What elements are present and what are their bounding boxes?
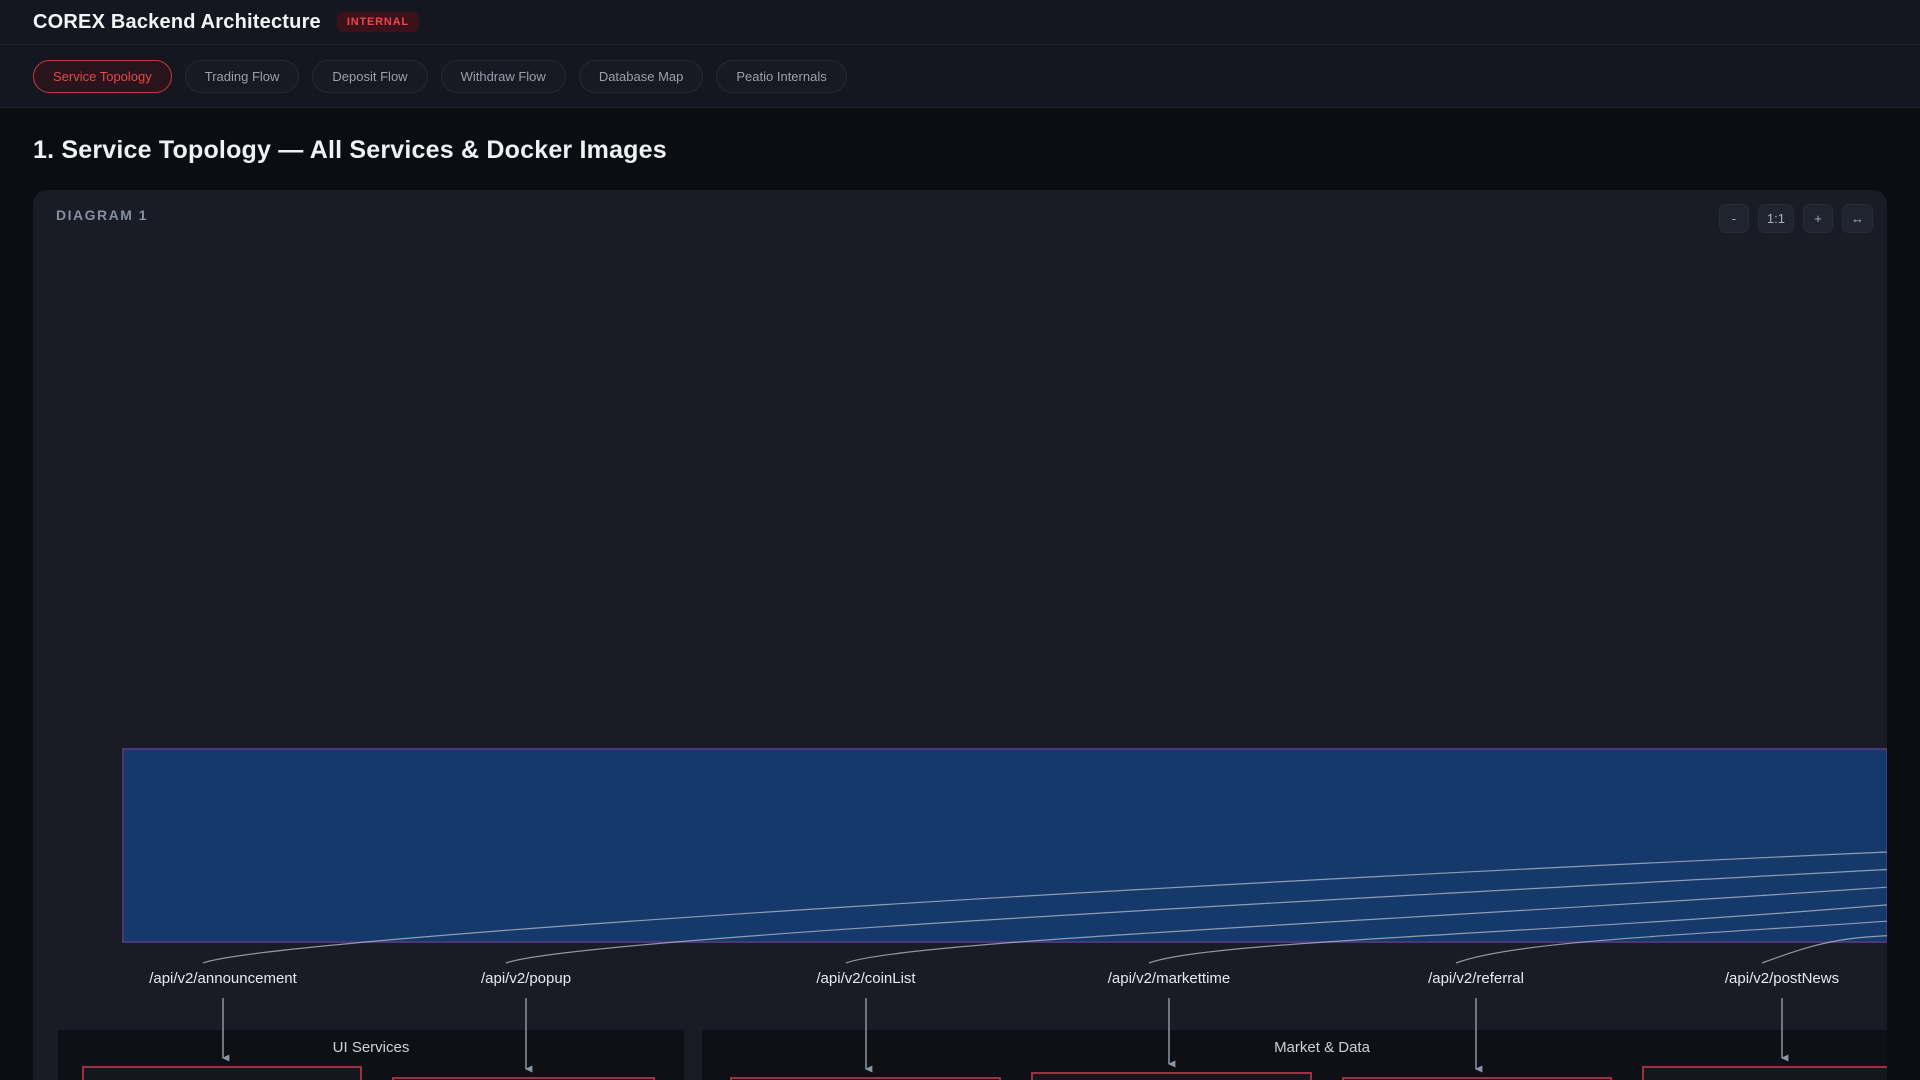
fit-width-button[interactable]: ↔ bbox=[1842, 204, 1873, 233]
app-header: COREX Backend Architecture INTERNAL bbox=[0, 0, 1920, 45]
node-markettime-service bbox=[1031, 1072, 1312, 1080]
diagram-panel-label: DIAGRAM 1 bbox=[56, 207, 149, 223]
tab-peatio-internals[interactable]: Peatio Internals bbox=[716, 59, 847, 93]
endpoint-label-referral: /api/v2/referral bbox=[1428, 970, 1524, 987]
diagram-edges bbox=[202, 851, 1887, 1073]
zoom-reset-button[interactable]: 1:1 bbox=[1757, 204, 1794, 233]
section-heading: 1. Service Topology — All Services & Doc… bbox=[33, 136, 667, 164]
node-referral-service bbox=[1342, 1077, 1612, 1080]
zoom-in-button[interactable]: + bbox=[1803, 204, 1833, 233]
tab-trading-flow[interactable]: Trading Flow bbox=[184, 59, 300, 93]
endpoint-label-markettime: /api/v2/markettime bbox=[1107, 970, 1231, 987]
diagram-controls: - 1:1 + ↔ bbox=[1718, 204, 1873, 233]
group-title-ui-services: UI Services bbox=[332, 1039, 410, 1056]
endpoint-label-announcement: /api/v2/announcement bbox=[149, 970, 297, 987]
diagram-panel[interactable]: DIAGRAM 1 - 1:1 + ↔ UI Services Market &… bbox=[33, 190, 1887, 1080]
node-announcement-service bbox=[82, 1066, 362, 1080]
group-title-market-data: Market & Data bbox=[1274, 1039, 1370, 1056]
zoom-out-button[interactable]: - bbox=[1718, 204, 1749, 233]
tab-bar: Service Topology Trading Flow Deposit Fl… bbox=[0, 45, 1920, 108]
diagram-blue-cluster bbox=[122, 748, 1887, 943]
tab-service-topology[interactable]: Service Topology bbox=[33, 59, 172, 93]
node-postnews-service bbox=[1642, 1066, 1887, 1080]
endpoint-label-popup: /api/v2/popup bbox=[480, 970, 572, 987]
node-coinlist-service bbox=[730, 1077, 1001, 1080]
tab-database-map[interactable]: Database Map bbox=[578, 59, 704, 93]
tab-withdraw-flow[interactable]: Withdraw Flow bbox=[440, 59, 566, 93]
endpoint-label-coinlist: /api/v2/coinList bbox=[816, 970, 916, 987]
app-title: COREX Backend Architecture bbox=[33, 10, 321, 33]
endpoint-label-postnews: /api/v2/postNews bbox=[1724, 970, 1840, 987]
internal-status-badge: INTERNAL bbox=[336, 12, 419, 32]
tab-deposit-flow[interactable]: Deposit Flow bbox=[312, 59, 428, 93]
node-popup-service bbox=[392, 1077, 655, 1080]
